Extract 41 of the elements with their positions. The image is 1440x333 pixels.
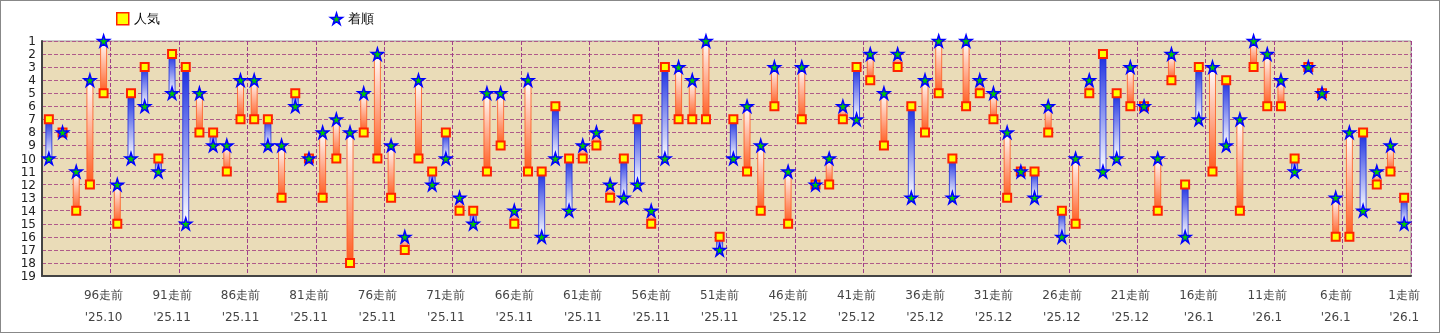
y-tick-label: 1 [28,34,36,48]
x-tick-label: 56走前 '25.11 [631,288,671,324]
x-tick-label: 51走前 '25.11 [700,288,740,324]
y-tick-label: 8 [28,125,36,140]
x-tick-label: 76走前 '25.11 [357,288,398,324]
x-tick-label: 86走前 '25.11 [220,288,261,324]
legend-label: 人気 [133,11,160,27]
y-tick-label: 2 [28,47,36,62]
x-tick-label: 36走前 '25.12 [905,288,945,324]
y-tick-label: 6 [28,99,36,114]
y-tick-label: 9 [28,138,36,153]
x-tick-label: 46走前 '25.12 [768,288,808,324]
y-tick-label: 11 [20,164,36,179]
x-tick-label: 1走前 '26.1 [1388,288,1420,324]
y-tick-label: 13 [20,190,36,205]
y-tick-label: 18 [20,255,36,270]
x-tick-label: 41走前 '25.12 [836,288,877,324]
x-tick-label: 81走前 '25.11 [289,288,329,324]
x-tick-label: 61走前 '25.11 [563,288,603,324]
x-tick-label: 6走前 '26.1 [1319,288,1352,324]
legend-label: 着順 [347,11,374,27]
y-tick-label: 17 [20,242,36,257]
x-tick-label: 96走前 '25.10 [83,288,124,324]
y-tick-label: 14 [20,203,36,218]
y-tick-label: 19 [20,269,36,283]
y-tick-label: 5 [28,86,36,101]
x-tick-label: 91走前 '25.11 [152,288,192,324]
y-tick-label: 4 [28,73,36,88]
x-tick-label: 31走前 '25.12 [973,288,1014,324]
x-tick-label: 11走前 '26.1 [1247,288,1287,324]
y-tick-label: 16 [20,229,36,244]
x-tick-label: 71走前 '25.11 [426,288,466,324]
y-tick-label: 12 [20,177,36,192]
x-tick-label: 16走前 '26.1 [1179,288,1219,324]
x-tick-label: 26走前 '25.12 [1042,288,1082,324]
x-tick-label: 21走前 '25.12 [1110,288,1150,324]
y-tick-label: 15 [20,216,36,231]
y-tick-label: 10 [20,151,36,166]
y-tick-label: 3 [28,60,36,75]
y-tick-label: 7 [28,112,36,127]
x-tick-label: 66走前 '25.11 [494,288,534,324]
